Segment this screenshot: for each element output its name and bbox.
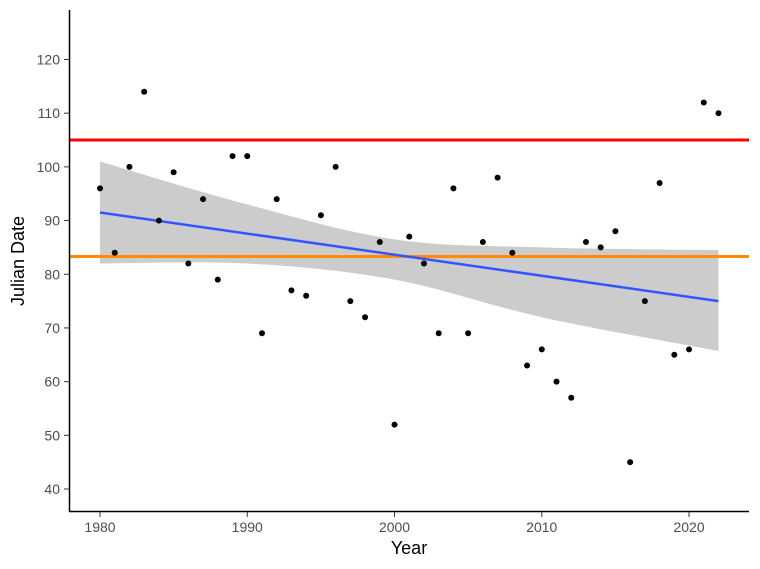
- data-point: [686, 346, 693, 353]
- data-point: [97, 185, 103, 192]
- data-point: [229, 153, 236, 160]
- data-point: [450, 185, 457, 192]
- y-tick-label: 50: [44, 427, 60, 443]
- data-point: [111, 249, 118, 256]
- data-point: [362, 314, 369, 321]
- data-point: [332, 163, 339, 170]
- data-point: [258, 330, 265, 337]
- trend-line-layer: [99, 211, 719, 303]
- data-point: [465, 330, 472, 337]
- data-point: [479, 239, 486, 246]
- data-point: [597, 244, 604, 251]
- data-point: [273, 196, 280, 203]
- x-tick-label: 2010: [526, 519, 557, 535]
- data-point: [317, 212, 324, 219]
- data-point: [126, 163, 133, 170]
- data-point: [538, 346, 545, 353]
- y-tick-label: 40: [44, 481, 60, 497]
- x-axis-title: Year: [391, 538, 427, 558]
- data-point: [612, 228, 619, 235]
- y-axis-title: Julian Date: [8, 216, 28, 306]
- data-point: [303, 292, 310, 299]
- y-tick-label: 90: [44, 213, 60, 229]
- trend-line: [99, 211, 719, 303]
- data-point: [200, 196, 207, 203]
- y-tick-label: 100: [37, 159, 61, 175]
- data-point: [214, 276, 221, 283]
- data-point: [347, 298, 354, 305]
- y-tick-label: 70: [44, 320, 60, 336]
- data-point: [671, 351, 678, 358]
- x-axis-ticks: 1980 1990 2000 2010 2020: [84, 512, 705, 535]
- data-point: [700, 99, 707, 106]
- data-point: [406, 233, 413, 240]
- y-tick-label: 60: [44, 374, 60, 390]
- data-point: [420, 260, 427, 267]
- data-point: [715, 110, 722, 117]
- data-point: [641, 298, 648, 305]
- y-tick-label: 120: [37, 52, 61, 68]
- x-tick-label: 2000: [379, 519, 410, 535]
- data-point: [509, 249, 516, 256]
- data-point: [524, 362, 531, 369]
- y-axis-ticks: 40 50 60 70 80 90 100 110 120: [37, 52, 69, 497]
- y-tick-label: 110: [38, 105, 61, 121]
- x-tick-label: 2020: [673, 519, 704, 535]
- y-tick-label: 80: [44, 266, 60, 282]
- data-point: [185, 260, 192, 267]
- data-point: [553, 378, 560, 385]
- data-point: [656, 179, 663, 186]
- data-point: [391, 421, 398, 428]
- x-tick-label: 1980: [84, 519, 115, 535]
- data-point: [568, 394, 575, 401]
- data-point: [155, 217, 162, 224]
- data-point: [435, 330, 442, 337]
- data-point: [170, 169, 177, 176]
- data-point: [494, 174, 501, 181]
- data-point: [627, 459, 634, 466]
- data-points-layer: [97, 88, 722, 466]
- data-point: [244, 153, 251, 160]
- data-point: [141, 88, 148, 95]
- data-point: [288, 287, 295, 294]
- x-tick-label: 1990: [232, 519, 263, 535]
- data-point: [582, 239, 589, 246]
- data-point: [376, 239, 383, 246]
